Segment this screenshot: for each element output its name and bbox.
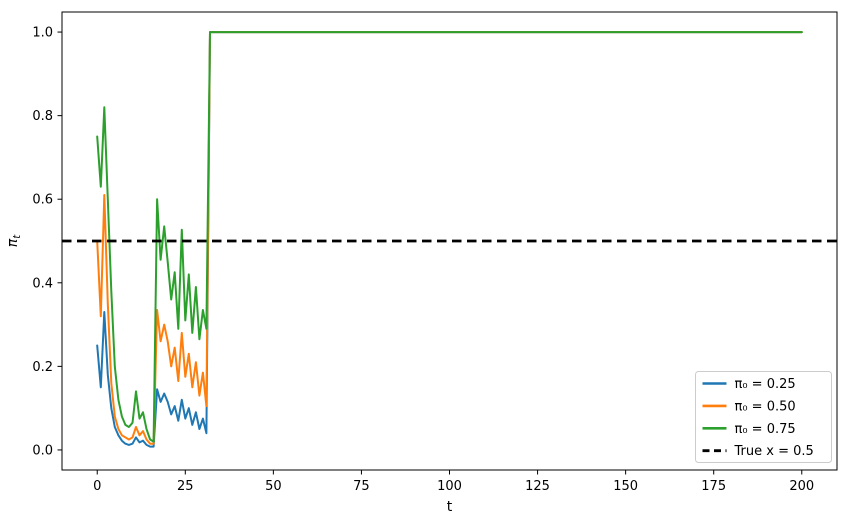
x-tick-label: 175: [701, 479, 726, 494]
y-axis-label: πt: [5, 234, 23, 247]
legend-label-0: π₀ = 0.25: [735, 377, 796, 392]
legend-box: [695, 371, 832, 463]
legend-label-2: π₀ = 0.75: [735, 422, 796, 437]
y-tick-label: 0.2: [32, 360, 53, 375]
y-tick-label: 0.8: [32, 109, 53, 124]
series-line-0: [96, 31, 803, 448]
x-tick-label: 50: [265, 479, 282, 494]
y-tick-label: 0.4: [32, 276, 53, 291]
x-tick-label: 0: [93, 479, 101, 494]
x-tick-label: 75: [353, 479, 370, 494]
x-tick-label: 100: [437, 479, 462, 494]
y-tick-label: 0.6: [32, 193, 53, 208]
x-tick-label: 25: [177, 479, 194, 494]
x-axis-label: t: [447, 499, 453, 515]
legend-label-1: π₀ = 0.50: [735, 399, 796, 414]
x-tick-label: 200: [789, 479, 814, 494]
x-tick-label: 125: [525, 479, 550, 494]
y-tick-label: 0.0: [32, 443, 53, 458]
x-tick-label: 150: [613, 479, 638, 494]
y-tick-label: 1.0: [32, 26, 53, 41]
legend-label-3: True x = 0.5: [734, 444, 814, 459]
series-line-2: [96, 31, 803, 443]
